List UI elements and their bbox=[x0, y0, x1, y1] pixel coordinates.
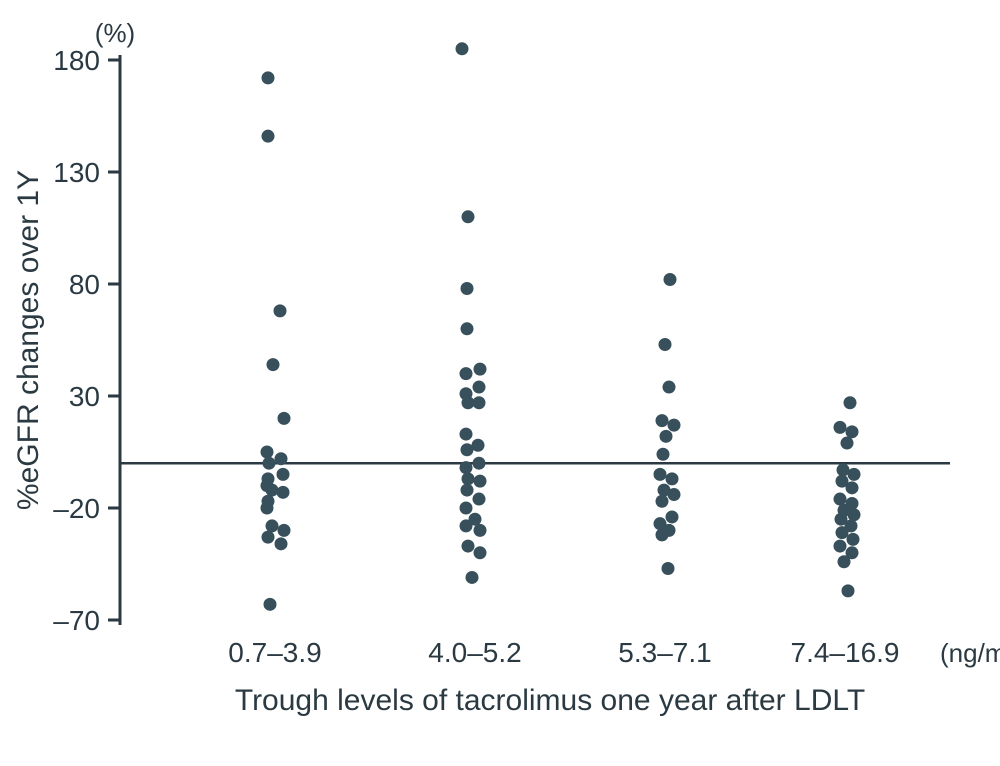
data-point bbox=[656, 528, 669, 541]
data-point bbox=[274, 304, 287, 317]
data-point bbox=[460, 519, 473, 532]
data-point bbox=[261, 446, 274, 459]
data-point bbox=[473, 457, 486, 470]
data-point bbox=[668, 488, 681, 501]
data-point bbox=[460, 428, 473, 441]
data-point bbox=[838, 555, 851, 568]
y-tick-label: 80 bbox=[69, 269, 100, 300]
data-point bbox=[844, 396, 857, 409]
data-point bbox=[657, 448, 670, 461]
data-point bbox=[473, 396, 486, 409]
data-point bbox=[461, 484, 474, 497]
data-point bbox=[262, 130, 275, 143]
data-point bbox=[842, 584, 855, 597]
data-point bbox=[841, 437, 854, 450]
data-point bbox=[461, 322, 474, 335]
data-point bbox=[846, 425, 859, 438]
data-point bbox=[474, 363, 487, 376]
data-point bbox=[461, 282, 474, 295]
data-point bbox=[836, 526, 849, 539]
x-axis-title: Trough levels of tacrolimus one year aft… bbox=[235, 684, 865, 717]
data-point bbox=[834, 421, 847, 434]
data-point bbox=[834, 493, 847, 506]
data-point bbox=[262, 71, 275, 84]
y-tick-label: 130 bbox=[53, 157, 100, 188]
data-point bbox=[277, 468, 290, 481]
y-tick-label: –20 bbox=[53, 493, 100, 524]
x-category-label: 0.7–3.9 bbox=[228, 637, 321, 668]
data-point bbox=[473, 381, 486, 394]
y-tick-label: 30 bbox=[69, 381, 100, 412]
data-point bbox=[266, 519, 279, 532]
data-point bbox=[456, 42, 469, 55]
data-point bbox=[275, 537, 288, 550]
data-point bbox=[848, 468, 861, 481]
data-point bbox=[473, 493, 486, 506]
data-point bbox=[460, 502, 473, 515]
data-point bbox=[659, 338, 672, 351]
data-point bbox=[654, 468, 667, 481]
data-point bbox=[846, 481, 859, 494]
data-point bbox=[460, 461, 473, 474]
data-point bbox=[278, 524, 291, 537]
data-point bbox=[666, 510, 679, 523]
scatter-chart: –70 –20 30 80 130 180(%) 0.7–3.9 4.0–5.2 5.3–7.1… bbox=[0, 0, 1000, 766]
data-point bbox=[474, 475, 487, 488]
data-point bbox=[277, 486, 290, 499]
data-point bbox=[263, 457, 276, 470]
data-point bbox=[261, 502, 274, 515]
y-axis-title: %eGFR changes over 1Y bbox=[12, 170, 45, 510]
data-point bbox=[267, 358, 280, 371]
data-point bbox=[664, 273, 677, 286]
data-point bbox=[834, 540, 847, 553]
data-point bbox=[262, 531, 275, 544]
data-point bbox=[462, 210, 475, 223]
data-point bbox=[656, 495, 669, 508]
data-point bbox=[666, 472, 679, 485]
data-point bbox=[266, 484, 279, 497]
data-point bbox=[462, 472, 475, 485]
y-tick-label: 180 bbox=[53, 45, 100, 76]
data-point bbox=[460, 367, 473, 380]
data-point bbox=[660, 430, 673, 443]
y-unit-label: (%) bbox=[95, 18, 135, 48]
data-point bbox=[278, 412, 291, 425]
data-point bbox=[264, 598, 277, 611]
data-point bbox=[474, 524, 487, 537]
data-point bbox=[656, 414, 669, 427]
data-point bbox=[275, 452, 288, 465]
x-category-label: 5.3–7.1 bbox=[618, 637, 711, 668]
data-point bbox=[462, 540, 475, 553]
data-point bbox=[461, 443, 474, 456]
chart-root: –70 –20 30 80 130 180(%) 0.7–3.9 4.0–5.2 5.3–7.1… bbox=[0, 0, 1000, 766]
data-point bbox=[663, 381, 676, 394]
x-category-label: 7.4–16.9 bbox=[791, 637, 900, 668]
data-point bbox=[668, 419, 681, 432]
data-point bbox=[474, 546, 487, 559]
data-point bbox=[847, 533, 860, 546]
x-category-label: 4.0–5.2 bbox=[428, 637, 521, 668]
data-point bbox=[848, 508, 861, 521]
data-point bbox=[466, 571, 479, 584]
x-unit-label: (ng/ml) bbox=[940, 638, 1000, 668]
y-tick-label: –70 bbox=[53, 605, 100, 636]
data-point bbox=[662, 562, 675, 575]
